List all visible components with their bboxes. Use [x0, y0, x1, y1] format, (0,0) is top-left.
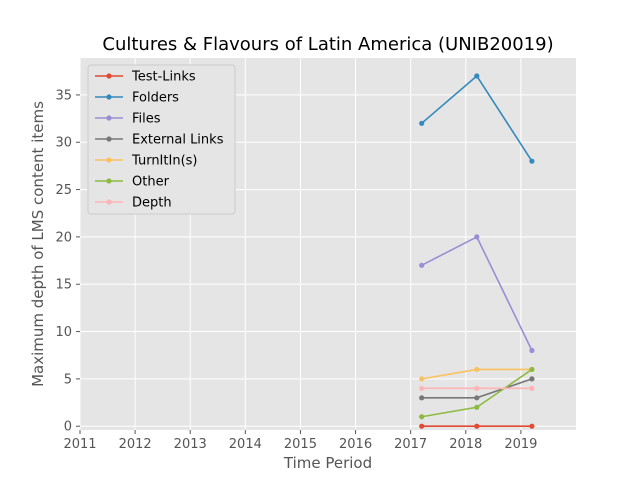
- x-tick-label: 2019: [504, 437, 537, 452]
- legend-label: Test-Links: [131, 70, 196, 85]
- legend-item: External Links: [95, 133, 224, 148]
- y-tick-label: 0: [64, 420, 72, 435]
- y-tick-label: 35: [55, 88, 72, 103]
- data-point: [529, 385, 535, 391]
- legend-label: External Links: [132, 133, 224, 148]
- data-point: [419, 120, 425, 126]
- legend-label: Depth: [132, 196, 172, 211]
- x-tick-label: 2014: [229, 437, 262, 452]
- y-tick-label: 30: [55, 136, 72, 151]
- data-point: [474, 404, 480, 410]
- x-axis: 2011 2012 2013 2014 2015 2016 2017 2018 2019: [63, 430, 537, 452]
- data-point: [474, 385, 480, 391]
- legend-label: Other: [132, 175, 170, 190]
- x-axis-title: Time Period: [283, 454, 372, 472]
- data-point: [474, 423, 480, 429]
- data-point: [419, 385, 425, 391]
- series-depth: [419, 385, 535, 391]
- legend-item: Folders: [95, 91, 179, 106]
- legend-item: Files: [95, 112, 161, 127]
- series-files: [419, 234, 535, 354]
- y-tick-label: 20: [55, 230, 72, 245]
- x-tick-label: 2018: [449, 437, 482, 452]
- data-point: [474, 234, 480, 240]
- y-tick-label: 10: [55, 325, 72, 340]
- data-point: [529, 366, 535, 373]
- data-point: [419, 262, 425, 268]
- data-point: [474, 366, 480, 373]
- legend-swatch-marker: [106, 73, 112, 79]
- data-point: [529, 158, 535, 164]
- series-folders: [419, 73, 535, 164]
- series-other: [419, 366, 535, 420]
- legend-swatch-marker: [106, 199, 112, 205]
- x-tick-label: 2017: [394, 437, 427, 452]
- series-external-links: [419, 376, 535, 401]
- legend: Test-Links Folders Files External Links Turn…: [87, 64, 236, 215]
- y-axis: 0 5 10 15 20 25 30 35: [55, 88, 80, 435]
- y-tick-label: 25: [55, 183, 72, 198]
- x-tick-label: 2015: [284, 437, 317, 452]
- data-point: [474, 395, 480, 401]
- x-tick-label: 2011: [63, 437, 96, 452]
- series-test-links: [419, 423, 535, 429]
- data-point: [419, 414, 425, 420]
- data-point: [474, 73, 480, 79]
- chart-title: Cultures & Flavours of Latin America (UN…: [102, 34, 553, 55]
- y-axis-title: Maximum depth of LMS content items: [29, 101, 47, 387]
- y-tick-label: 15: [55, 278, 72, 293]
- legend-swatch-marker: [106, 157, 112, 163]
- x-tick-label: 2016: [339, 437, 372, 452]
- data-point: [419, 376, 425, 382]
- legend-label: Folders: [132, 91, 179, 106]
- legend-box: [87, 64, 236, 215]
- data-point: [529, 423, 535, 429]
- legend-item: Depth: [95, 196, 172, 211]
- legend-item: Other: [95, 175, 170, 190]
- series-group: [419, 73, 535, 429]
- legend-label: Files: [132, 112, 161, 127]
- legend-swatch-marker: [106, 178, 112, 184]
- legend-label: TurnItIn(s): [131, 154, 197, 169]
- data-point: [529, 376, 535, 382]
- data-point: [419, 423, 425, 429]
- x-tick-label: 2013: [174, 437, 207, 452]
- legend-swatch-marker: [106, 94, 112, 100]
- legend-item: Test-Links: [95, 70, 196, 85]
- y-tick-label: 5: [64, 372, 72, 387]
- x-tick-label: 2012: [119, 437, 152, 452]
- legend-item: TurnItIn(s): [95, 154, 197, 169]
- legend-swatch-marker: [106, 136, 112, 142]
- data-point: [419, 395, 425, 401]
- data-point: [529, 347, 535, 354]
- legend-swatch-marker: [106, 115, 112, 121]
